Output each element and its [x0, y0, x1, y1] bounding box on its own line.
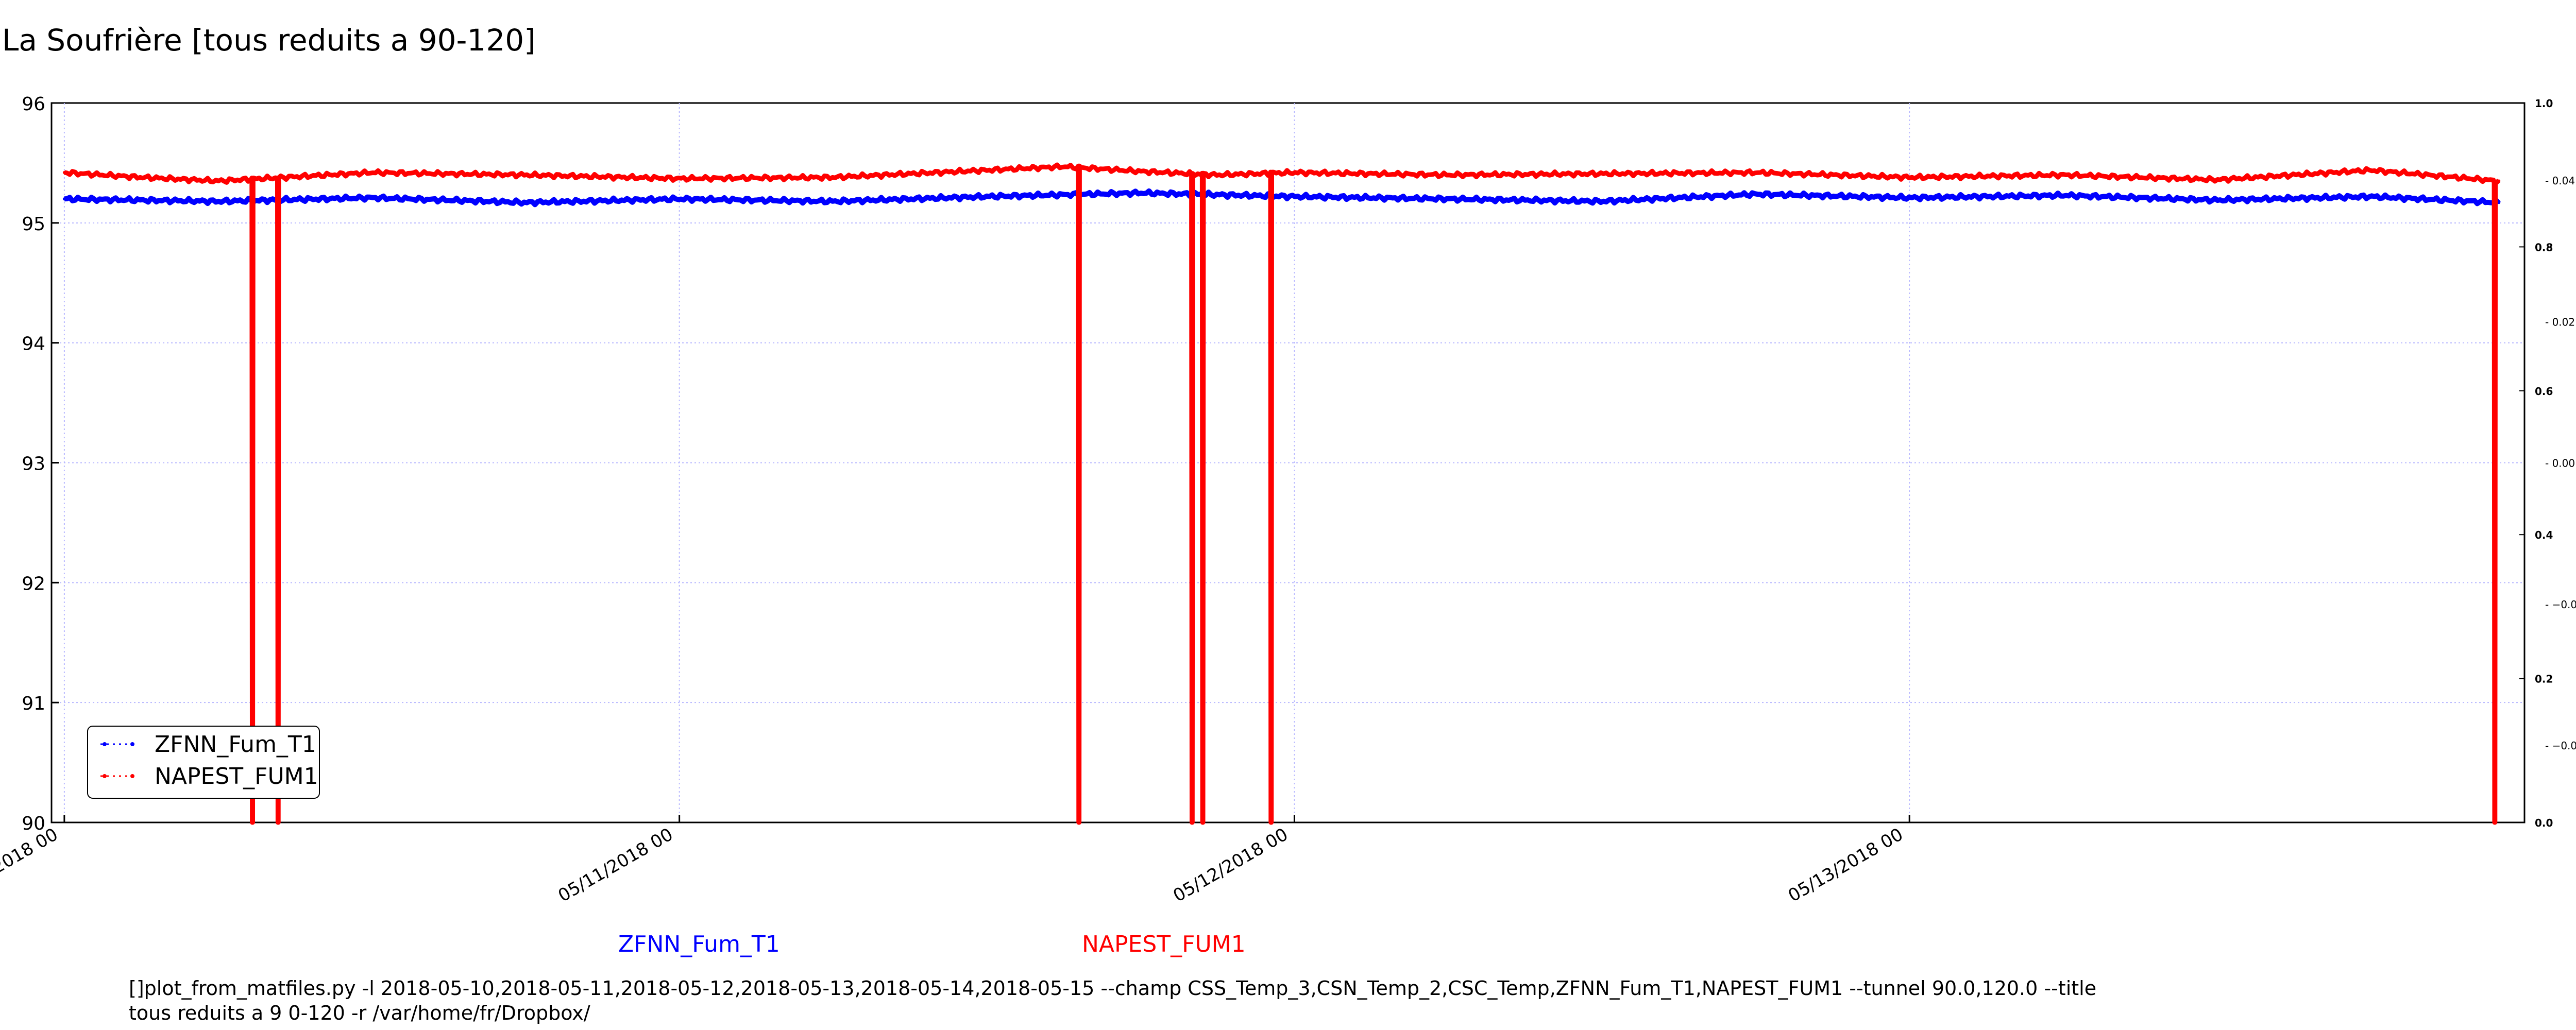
secondary-tick-label: 1.0: [2535, 97, 2553, 110]
data-point: [2497, 201, 2501, 204]
data-point: [2369, 195, 2372, 198]
x-tick-label: 05/12/2018 00: [1170, 824, 1292, 906]
data-point: [1293, 195, 1296, 198]
data-point: [524, 173, 528, 177]
y-tick-label: 94: [22, 334, 45, 355]
secondary-tick-label: 0.0: [2535, 817, 2553, 829]
secondary-tick-label: 0.2: [2535, 673, 2553, 685]
data-point: [1754, 171, 1757, 175]
series-group: [62, 162, 2501, 825]
data-point: [1908, 196, 1911, 199]
data-point: [370, 171, 374, 175]
x-tick-label: 05/10/2018 00: [0, 824, 61, 906]
series-label-napest: NAPEST_FUM1: [1082, 931, 1246, 957]
y-tick-label: 92: [22, 573, 45, 594]
secondary-inner-tick-label: - −0.02: [2545, 598, 2576, 611]
secondary-inner-tick-label: - 0.04: [2545, 175, 2575, 187]
data-point: [1600, 172, 1604, 176]
secondary-y-axis: 0.0 0.2 0.4 0.6 0.8 1.0 - −0.04 - −0.02 - 0.00 - …: [2519, 97, 2576, 829]
data-point: [370, 196, 374, 199]
legend: ZFNN_Fum_T1 NAPEST_FUM1: [87, 726, 320, 799]
y-tick-label: 96: [22, 94, 45, 115]
data-point: [677, 177, 681, 180]
series-line-napest: [63, 162, 2501, 825]
x-axis: 05/10/2018 00 05/11/2018 00 05/12/2018 00 0…: [0, 815, 1910, 906]
y-tick-label: 91: [22, 693, 45, 714]
legend-label: ZFNN_Fum_T1: [155, 731, 316, 758]
legend-marker: [130, 742, 134, 746]
data-point: [2215, 178, 2219, 182]
data-point: [985, 195, 989, 198]
secondary-tick-label: 0.4: [2535, 529, 2553, 541]
data-point: [62, 171, 66, 175]
data-point: [2497, 179, 2501, 183]
data-point: [1446, 197, 1450, 201]
secondary-tick-label: 0.6: [2535, 385, 2553, 398]
data-point: [1908, 176, 1911, 179]
series-label-zfnn: ZFNN_Fum_T1: [618, 931, 780, 957]
secondary-inner-tick-label: - −0.04: [2545, 740, 2576, 752]
data-point: [216, 179, 220, 183]
grid-lines: [52, 103, 2524, 822]
y-tick-label: 90: [22, 813, 45, 834]
data-point: [1062, 165, 1065, 168]
command-line: []plot_from_matfiles.py -l 2018-05-10,20…: [129, 977, 2097, 1024]
data-point: [2061, 173, 2065, 177]
legend-marker: [103, 774, 107, 778]
secondary-inner-tick-label: - 0.00: [2545, 457, 2575, 470]
legend-box: [87, 726, 320, 799]
data-point: [524, 201, 528, 204]
data-point: [1216, 173, 1219, 177]
y-axis: 90 91 92 93 94 95 96: [22, 94, 59, 834]
data-point: [985, 168, 989, 172]
data-point: [1293, 171, 1296, 175]
x-tick-label: 05/13/2018 00: [1785, 824, 1907, 906]
data-point: [832, 199, 835, 203]
y-tick-label: 93: [22, 454, 45, 475]
data-point: [1139, 169, 1142, 173]
data-point: [832, 176, 835, 179]
y-tick-label: 95: [22, 214, 45, 235]
data-point: [140, 176, 143, 179]
series-line-zfnn: [64, 188, 2501, 208]
legend-label: NAPEST_FUM1: [155, 763, 318, 789]
secondary-tick-label: 0.8: [2535, 241, 2553, 253]
data-point: [62, 197, 66, 201]
x-tick-label: 05/11/2018 00: [555, 824, 677, 906]
legend-marker: [103, 742, 107, 746]
data-point: [216, 199, 220, 203]
legend-marker: [130, 774, 134, 778]
data-point: [1446, 173, 1450, 177]
data-point: [1139, 191, 1142, 195]
data-point: [1600, 199, 1604, 203]
data-point: [677, 197, 681, 201]
data-point: [2061, 194, 2065, 197]
secondary-inner-tick-label: - 0.02: [2545, 316, 2575, 328]
data-point: [2369, 168, 2372, 172]
chart-title: La Soufrière [tous reduits a 90-120]: [2, 23, 536, 58]
data-point: [1754, 192, 1757, 196]
data-point: [2215, 198, 2219, 202]
